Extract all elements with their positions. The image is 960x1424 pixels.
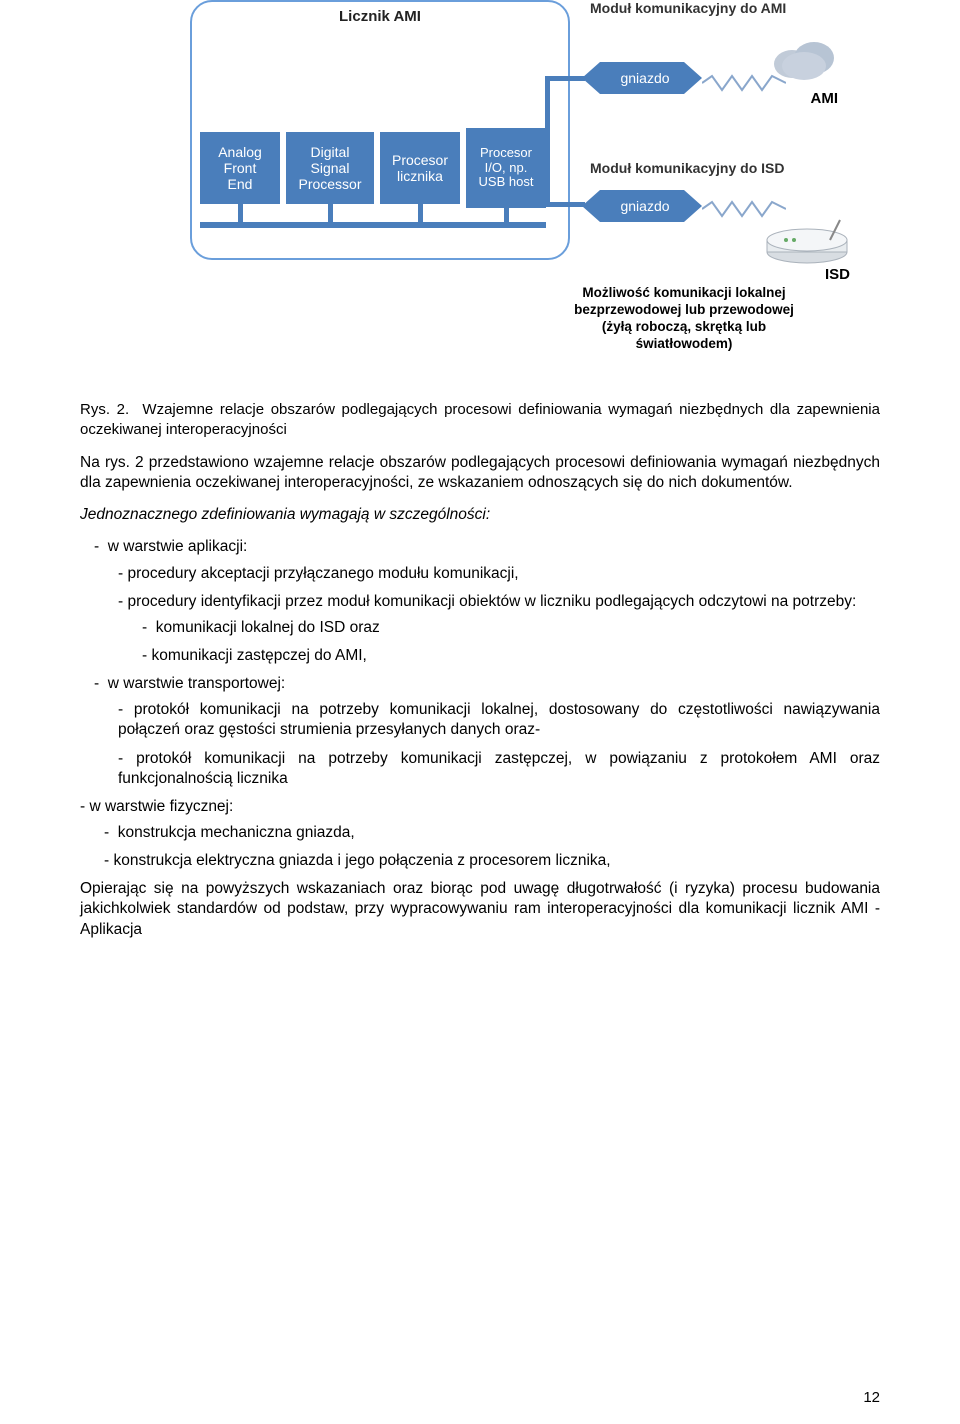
trans-item-1: - protokół komunikacji na potrzeby komun… — [118, 700, 880, 740]
isd-label: ISD — [825, 266, 850, 283]
ami-cloud-icon — [770, 36, 840, 80]
ami-label: AMI — [811, 90, 839, 107]
phys-item-2: - konstrukcja elektryczna gniazda i jego… — [104, 851, 880, 871]
app-sub-1: - komunikacji lokalnej do ISD oraz — [142, 618, 880, 638]
socket-ami: gniazdo — [600, 62, 684, 94]
communication-note: Możliwość komunikacji lokalnej bezprzewo… — [570, 285, 798, 353]
licznik-container: Licznik AMI Analog Front End Digital Sig… — [190, 0, 570, 260]
wireless-link-isd — [702, 200, 786, 218]
paragraph-1: Na rys. 2 przedstawiono wzajemne relacje… — [80, 453, 880, 493]
box-dsp: Digital Signal Processor — [286, 132, 374, 204]
app-item-1: - procedury akceptacji przyłączanego mod… — [118, 564, 880, 584]
trans-item-2: - protokół komunikacji na potrzeby komun… — [118, 749, 880, 789]
paragraph-2: Jednoznacznego zdefiniowania wymagają w … — [80, 505, 880, 525]
licznik-title: Licznik AMI — [192, 8, 568, 25]
figure-caption: Rys. 2. Wzajemne relacje obszarów podleg… — [80, 400, 880, 439]
module-isd-label: Moduł komunikacyjny do ISD — [590, 160, 784, 176]
architecture-diagram: Licznik AMI Analog Front End Digital Sig… — [80, 0, 880, 360]
phys-item-1: - konstrukcja mechaniczna gniazda, — [104, 823, 880, 843]
module-ami-label: Moduł komunikacyjny do AMI — [590, 0, 786, 16]
app-sub-2: - komunikacji zastępczej do AMI, — [142, 646, 880, 666]
layer-application: - w warstwie aplikacji: - procedury akce… — [94, 537, 880, 666]
page-number: 12 — [863, 1389, 880, 1406]
layer-physical: - w warstwie fizycznej: - konstrukcja me… — [80, 797, 880, 871]
requirements-list: - w warstwie aplikacji: - procedury akce… — [80, 537, 880, 871]
bus-bar — [200, 222, 546, 228]
box-analog-front-end: Analog Front End — [200, 132, 280, 204]
app-item-2: - procedury identyfikacji przez moduł ko… — [118, 592, 880, 666]
box-procesor-licznika: Procesor licznika — [380, 132, 460, 204]
socket-isd: gniazdo — [600, 190, 684, 222]
box-procesor-io: Procesor I/O, np. USB host — [466, 128, 546, 208]
layer-transport: - w warstwie transportowej: - protokół k… — [94, 674, 880, 789]
paragraph-3: Opierając się na powyższych wskazaniach … — [80, 879, 880, 939]
isd-router-icon — [764, 218, 850, 264]
